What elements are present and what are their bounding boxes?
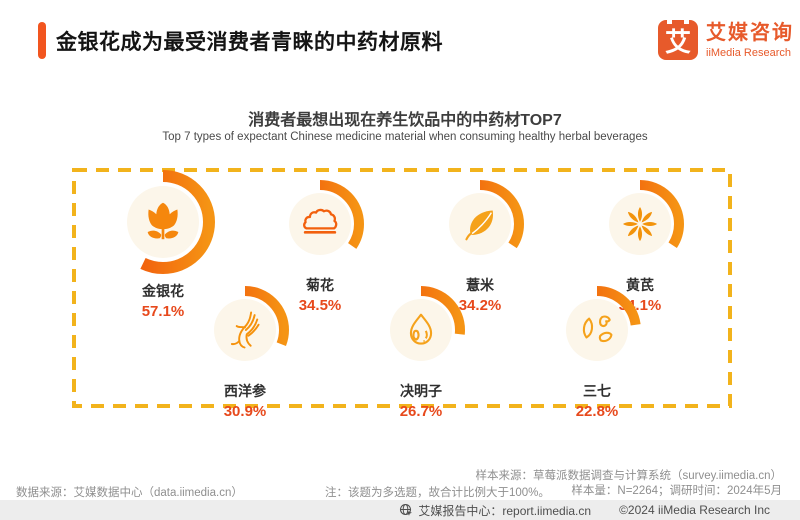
donut-ring bbox=[377, 286, 465, 374]
item-name: 西洋参 bbox=[224, 383, 266, 399]
copyright: ©2024 iiMedia Research Inc bbox=[619, 503, 770, 517]
item-percent: 34.2% bbox=[458, 297, 502, 314]
circle-bg bbox=[390, 299, 452, 361]
donut-ring bbox=[276, 180, 364, 268]
ginseng-root-icon bbox=[230, 311, 260, 349]
donut-ring bbox=[436, 180, 524, 268]
sample-source-note: 样本来源：草莓派数据调查与计算系统（survey.iimedia.cn） bbox=[475, 470, 782, 482]
sample-size-note: 样本量：N=2264；调研时间：2024年5月 bbox=[571, 485, 782, 497]
percent-arc bbox=[276, 180, 364, 268]
percent-arc bbox=[377, 286, 465, 374]
percent-arc bbox=[596, 180, 684, 268]
circle-bg bbox=[609, 193, 671, 255]
report-center-text: 艾媒报告中心：report.iimedia.cn bbox=[418, 503, 592, 518]
item-percent: 26.7% bbox=[399, 403, 443, 420]
globe-cursor-icon bbox=[400, 503, 413, 516]
chart-item-jinyinhua: 金银花 57.1% bbox=[88, 166, 238, 320]
donut-ring bbox=[201, 286, 289, 374]
logo-notch bbox=[667, 19, 672, 24]
notoginseng-seeds-icon bbox=[582, 315, 613, 343]
item-percent: 57.1% bbox=[141, 303, 185, 320]
chart-title: 消费者最想出现在养生饮品中的中药材TOP7 bbox=[248, 112, 562, 129]
logo-name-cn: 艾媒咨询 bbox=[706, 22, 794, 44]
logo-glyph: 艾 bbox=[664, 26, 691, 57]
item-percent: 34.5% bbox=[298, 297, 342, 314]
page-title: 金银花成为最受消费者青睐的中药材原料 bbox=[56, 31, 443, 54]
honeysuckle-flower-icon bbox=[147, 202, 179, 240]
sample-notes: 样本来源：草莓派数据调查与计算系统（survey.iimedia.cn） 样本量… bbox=[476, 469, 782, 499]
chart-item-yimi: 薏米 34.2% bbox=[405, 176, 555, 314]
astragalus-flower-icon bbox=[622, 206, 658, 242]
item-percent: 30.9% bbox=[223, 403, 267, 420]
circle-bg bbox=[289, 193, 351, 255]
donut-ring bbox=[111, 170, 215, 274]
item-name: 菊花 bbox=[306, 277, 334, 293]
chart-item-sanqi: 三七 22.8% bbox=[522, 282, 672, 420]
title-accent-bar bbox=[38, 22, 46, 59]
chart-item-xiyangshen: 西洋参 30.9% bbox=[170, 282, 320, 420]
iimedia-logo: 艾 艾媒咨询 iiMedia Research bbox=[658, 19, 794, 60]
item-name: 三七 bbox=[583, 383, 611, 399]
item-name: 薏米 bbox=[466, 277, 494, 293]
cassia-seed-icon bbox=[409, 313, 433, 345]
logo-text: 艾媒咨询 iiMedia Research bbox=[706, 20, 794, 59]
report-center: 艾媒报告中心：report.iimedia.cn bbox=[399, 502, 591, 519]
percent-arc bbox=[111, 170, 215, 274]
dashed-frame bbox=[72, 168, 732, 408]
bottom-bar: 艾媒报告中心：report.iimedia.cn ©2024 iiMedia R… bbox=[0, 500, 800, 520]
logo-name-en: iiMedia Research bbox=[706, 47, 791, 59]
donut-ring bbox=[553, 286, 641, 374]
coix-leaf-icon bbox=[465, 210, 494, 241]
percent-arc bbox=[436, 180, 524, 268]
item-percent: 22.8% bbox=[575, 403, 619, 420]
item-name: 决明子 bbox=[400, 383, 442, 399]
chart-subtitle: Top 7 types of expectant Chinese medicin… bbox=[162, 131, 648, 143]
chrysanthemum-icon bbox=[303, 208, 338, 234]
item-name: 金银花 bbox=[142, 283, 184, 299]
circle-bg bbox=[566, 299, 628, 361]
data-source-note: 数据来源：艾媒数据中心（data.iimedia.cn） bbox=[16, 487, 243, 499]
item-name: 黄芪 bbox=[626, 277, 654, 293]
copyright-text: ©2024 iiMedia Research Inc bbox=[619, 503, 770, 517]
multi-select-note: 注：该题为多选题，故合计比例大于100%。 bbox=[325, 487, 550, 499]
logo-notch bbox=[684, 19, 689, 24]
chart-item-juemingzi: 决明子 26.7% bbox=[346, 282, 496, 420]
iimedia-logo-icon: 艾 bbox=[658, 19, 698, 60]
percent-arc bbox=[201, 286, 289, 374]
percent-arc bbox=[553, 286, 641, 374]
chart-item-juhua: 菊花 34.5% bbox=[245, 176, 395, 314]
donut-ring bbox=[596, 180, 684, 268]
chart-item-huangqi: 黄芪 34.1% bbox=[565, 176, 715, 314]
